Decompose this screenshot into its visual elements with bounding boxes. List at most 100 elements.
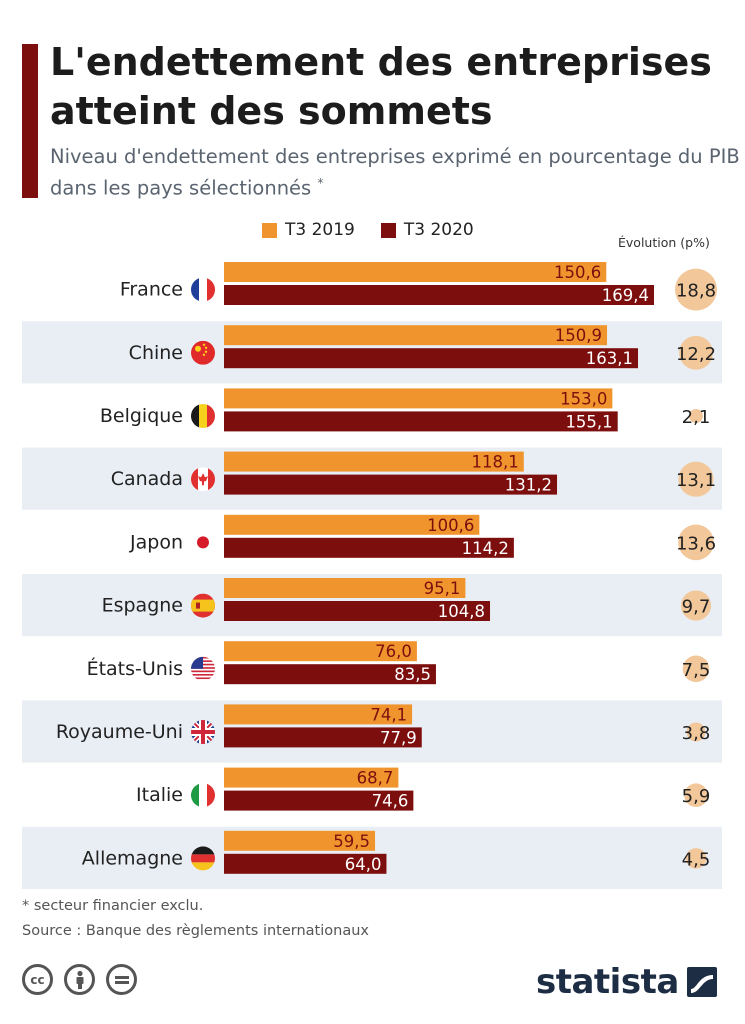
evolution-bubble-canada	[678, 461, 714, 497]
category-label-espagne: Espagne	[102, 595, 183, 617]
value-label-t3-2020-france: 169,4	[602, 286, 649, 305]
value-label-t3-2020-etats-unis: 83,5	[394, 665, 431, 684]
bar-t3-2020-etats-unis	[224, 664, 436, 685]
evolution-label-allemagne: 4,5	[682, 849, 711, 870]
legend-swatch-t3-2020	[380, 222, 396, 238]
evolution-label-espagne: 9,7	[682, 597, 711, 618]
bar-t3-2020-france	[224, 285, 654, 305]
legend-swatch-t3-2019	[262, 222, 277, 238]
evolution-bubble-etats-unis	[682, 655, 710, 683]
bar-t3-2019-japon	[224, 514, 480, 535]
bar-t3-2019-chine	[224, 325, 608, 346]
category-label-allemagne: Allemagne	[82, 847, 183, 869]
evolution-bubble-belgique	[688, 408, 704, 424]
source-note: Source : Banque des règlements internati…	[22, 923, 369, 939]
bar-t3-2020-belgique	[224, 411, 618, 432]
bar-t3-2019-canada	[224, 451, 524, 472]
bar-t3-2019-belgique	[224, 388, 613, 409]
flag-canada-icon	[191, 467, 215, 492]
brand-name: statista	[536, 962, 679, 1002]
flag-china-icon	[191, 340, 215, 365]
evolution-label-france: 18,8	[676, 281, 716, 302]
bar-t3-2019-espagne	[224, 578, 466, 598]
flag-usa-icon	[191, 656, 215, 681]
legend-label-t3-2020: T3 2020	[403, 220, 474, 240]
value-label-t3-2019-italie: 68,7	[357, 769, 394, 788]
bar-t3-2020-italie	[224, 790, 414, 811]
bar-t3-2020-chine	[224, 348, 639, 369]
category-label-chine: Chine	[129, 342, 183, 364]
flag-germany-icon	[191, 846, 215, 871]
attribution-icon[interactable]	[64, 964, 95, 995]
value-label-t3-2020-italie: 74,6	[372, 792, 409, 811]
category-label-royaume-uni: Royaume-Uni	[56, 721, 183, 743]
value-label-t3-2019-japon: 100,6	[427, 516, 474, 535]
flag-belgium-icon	[191, 404, 215, 428]
category-label-canada: Canada	[111, 468, 183, 490]
bar-t3-2020-allemagne	[224, 853, 387, 874]
subtitle-footnote-mark: *	[317, 176, 324, 190]
evolution-label-canada: 13,1	[676, 470, 716, 491]
bar-t3-2020-japon	[224, 537, 514, 558]
license-icons: cc	[22, 964, 137, 995]
flag-france-icon	[191, 277, 215, 302]
value-label-t3-2020-japon: 114,2	[462, 539, 509, 558]
value-label-t3-2019-belgique: 153,0	[560, 389, 607, 408]
footnote: * secteur financier exclu.	[22, 898, 204, 914]
evolution-label-etats-unis: 7,5	[682, 660, 711, 681]
value-label-t3-2020-belgique: 155,1	[565, 412, 612, 431]
bar-t3-2020-royaume-uni	[224, 727, 422, 748]
value-label-t3-2020-espagne: 104,8	[438, 602, 485, 621]
no-derivatives-icon[interactable]	[106, 964, 137, 995]
value-label-t3-2019-allemagne: 59,5	[333, 832, 370, 851]
value-label-t3-2019-espagne: 95,1	[424, 579, 461, 598]
evolution-label-japon: 13,6	[676, 533, 716, 554]
evolution-header: Évolution (p%)	[618, 235, 710, 250]
evolution-label-italie: 5,9	[682, 786, 711, 807]
category-label-belgique: Belgique	[100, 405, 183, 427]
subtitle-text: Niveau d'endettement des entreprises exp…	[50, 145, 740, 200]
category-label-france: France	[120, 279, 183, 301]
evolution-label-royaume-uni: 3,8	[682, 723, 711, 744]
chart-title: L'endettement des entreprises atteint de…	[50, 40, 712, 133]
value-label-t3-2020-canada: 131,2	[505, 476, 552, 495]
bar-t3-2020-espagne	[224, 601, 491, 621]
bar-t3-2019-allemagne	[224, 830, 376, 851]
value-label-t3-2019-canada: 118,1	[472, 453, 519, 472]
statista-mark-icon	[686, 967, 717, 997]
evolution-bubble-chine	[679, 335, 713, 370]
statista-logo[interactable]: statista	[536, 962, 717, 1002]
evolution-label-belgique: 2,1	[682, 407, 711, 428]
value-label-t3-2020-royaume-uni: 77,9	[380, 728, 417, 747]
legend-item-t3-2020: T3 2020	[380, 220, 474, 240]
evolution-bubble-royaume-uni	[686, 722, 706, 742]
bar-t3-2019-france	[224, 262, 607, 282]
value-label-t3-2019-chine: 150,9	[555, 326, 602, 345]
value-label-t3-2019-etats-unis: 76,0	[375, 642, 412, 661]
value-label-t3-2020-chine: 163,1	[586, 349, 633, 368]
flag-japan-icon	[191, 530, 215, 555]
category-label-etats-unis: États-Unis	[87, 657, 183, 680]
evolution-label-chine: 12,2	[676, 344, 716, 365]
chart-subtitle: Niveau d'endettement des entreprises exp…	[50, 143, 740, 202]
bar-t3-2020-canada	[224, 474, 558, 495]
flag-uk-icon	[191, 720, 215, 744]
flag-italy-icon	[191, 783, 215, 808]
value-label-t3-2019-royaume-uni: 74,1	[370, 705, 407, 724]
flag-spain-icon	[191, 593, 215, 618]
cc-icon[interactable]: cc	[22, 964, 53, 995]
chart-legend: T3 2019 T3 2020	[262, 219, 500, 241]
evolution-bubble-allemagne	[685, 848, 707, 869]
evolution-bubble-espagne	[680, 590, 712, 621]
legend-item-t3-2019: T3 2019	[262, 220, 355, 240]
evolution-bubble-japon	[678, 524, 714, 561]
category-label-italie: Italie	[136, 784, 183, 806]
value-label-t3-2019-france: 150,6	[554, 263, 601, 282]
bar-t3-2019-etats-unis	[224, 641, 417, 662]
title-accent-bar	[22, 44, 38, 198]
category-label-japon: Japon	[129, 531, 183, 553]
evolution-bubble-france	[675, 268, 717, 311]
value-label-t3-2020-allemagne: 64,0	[345, 855, 382, 874]
evolution-bubble-italie	[684, 783, 708, 807]
